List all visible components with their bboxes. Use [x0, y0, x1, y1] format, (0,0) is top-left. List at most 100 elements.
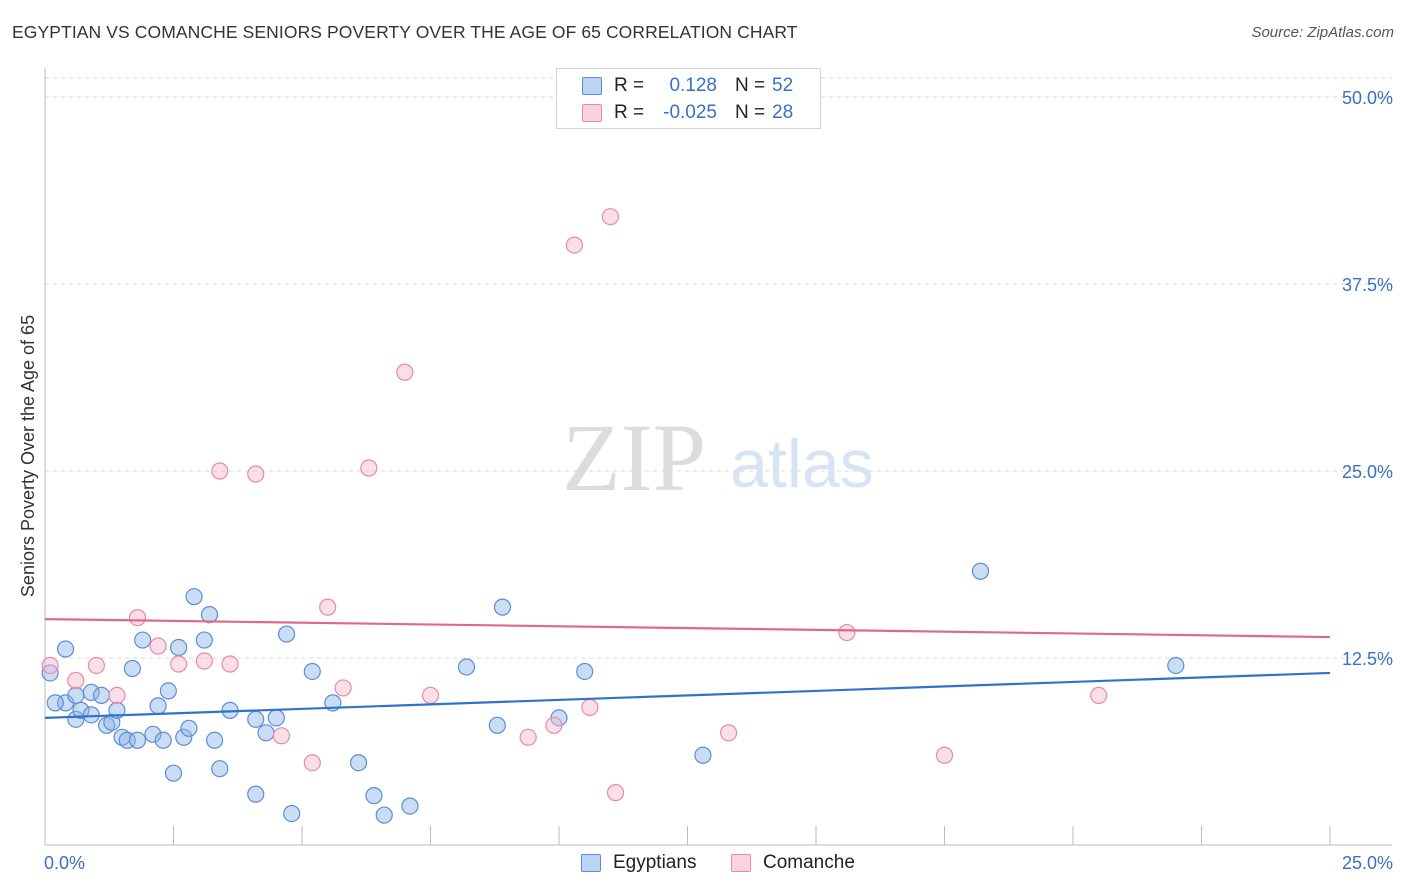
data-point-egyptians — [283, 804, 301, 823]
data-point-egyptians — [200, 606, 219, 624]
data-point-egyptians — [457, 658, 476, 676]
grid-lines — [45, 77, 1392, 659]
data-point-egyptians — [1167, 656, 1185, 675]
data-point-egyptians — [576, 662, 594, 681]
data-point-comanche — [108, 686, 126, 705]
data-point-egyptians — [149, 697, 167, 715]
data-point-egyptians — [72, 701, 90, 719]
comanche-legend-label: Comanche — [763, 852, 855, 873]
egyptians-swatch — [582, 77, 602, 95]
data-point-egyptians — [195, 631, 213, 649]
y-tick-label: 37.5% — [1342, 275, 1393, 295]
data-point-egyptians — [180, 719, 198, 737]
data-point-comanche — [319, 598, 337, 616]
data-point-comanche — [421, 686, 440, 705]
comanche-swatch — [582, 104, 602, 122]
r-label: R = — [614, 75, 645, 96]
data-point-comanche — [565, 236, 584, 254]
data-point-egyptians — [694, 746, 712, 764]
egyptians-legend-label: Egyptians — [613, 852, 697, 873]
data-point-comanche — [272, 727, 291, 745]
data-point-comanche — [1090, 686, 1108, 705]
data-point-egyptians — [170, 638, 188, 657]
r-value: -0.025 — [663, 102, 717, 123]
n-value: 52 — [772, 75, 794, 96]
data-point-comanche — [396, 363, 414, 381]
data-point-egyptians — [175, 728, 193, 746]
data-point-egyptians — [493, 598, 512, 616]
data-point-egyptians — [154, 731, 172, 749]
egyptians-points — [41, 562, 1185, 824]
data-point-comanche — [581, 698, 599, 716]
data-point-egyptians — [185, 588, 203, 606]
data-point-comanche — [149, 637, 167, 655]
data-point-egyptians — [247, 710, 265, 728]
source-label: Source: ZipAtlas.com — [1251, 24, 1394, 41]
data-point-egyptians — [211, 760, 229, 778]
data-point-egyptians — [82, 706, 100, 724]
data-point-egyptians — [67, 686, 85, 705]
data-point-egyptians — [257, 724, 275, 742]
data-point-comanche — [720, 724, 738, 742]
n-value: 28 — [772, 102, 794, 123]
trend-lines — [44, 618, 1331, 719]
data-point-egyptians — [365, 787, 383, 805]
series-legend: Egyptians Comanche — [0, 852, 1406, 878]
data-point-egyptians — [375, 806, 393, 824]
stats-legend: R = 0.128 N = 52 R = -0.025 N = 28 — [556, 68, 821, 129]
data-point-comanche — [170, 655, 188, 673]
y-axis-label: Seniors Poverty Over the Age of 65 — [18, 315, 38, 597]
data-points — [41, 208, 1185, 824]
data-point-egyptians — [488, 716, 506, 734]
data-point-egyptians — [164, 764, 183, 782]
data-point-comanche — [247, 465, 265, 483]
data-point-comanche — [67, 671, 85, 690]
data-point-comanche — [519, 728, 537, 746]
data-point-comanche — [87, 656, 106, 675]
axes — [44, 68, 1392, 846]
data-point-comanche — [601, 208, 620, 226]
data-point-comanche — [128, 609, 147, 627]
legend-row-comanche: R = -0.025 N = 28 — [557, 100, 820, 126]
r-label: R = — [614, 102, 645, 123]
x-tick-label: 0.0% — [44, 853, 85, 873]
data-point-egyptians — [46, 694, 64, 712]
watermark-zip: ZIP — [562, 404, 706, 511]
legend-row-egyptians: R = 0.128 N = 52 — [557, 73, 820, 99]
comanche-points — [41, 208, 1108, 802]
n-label: N = — [735, 75, 766, 96]
data-point-egyptians — [56, 640, 75, 658]
data-point-comanche — [303, 754, 321, 772]
y-tick-label: 25.0% — [1342, 462, 1393, 482]
data-point-egyptians — [206, 731, 224, 749]
data-point-comanche — [360, 459, 378, 477]
trend-line-egyptians — [44, 671, 1331, 719]
data-point-comanche — [221, 655, 239, 673]
data-point-egyptians — [267, 709, 285, 727]
data-point-egyptians — [401, 797, 419, 815]
data-point-comanche — [334, 679, 352, 697]
y-tick-label: 12.5% — [1342, 649, 1393, 669]
data-point-egyptians — [144, 725, 162, 743]
data-point-egyptians — [123, 659, 141, 678]
tick-labels: 12.5% 25.0% 37.5% 50.0% 0.0% 25.0% — [44, 88, 1393, 873]
data-point-comanche — [41, 656, 59, 675]
data-point-egyptians — [98, 716, 116, 734]
data-point-egyptians — [134, 631, 152, 649]
data-point-comanche — [606, 784, 625, 802]
data-point-comanche — [935, 746, 954, 764]
r-value: 0.128 — [669, 75, 717, 96]
data-point-egyptians — [247, 785, 265, 803]
watermark: ZIP atlas — [562, 404, 874, 511]
data-point-comanche — [195, 652, 213, 670]
chart-title: EGYPTIAN VS COMANCHE SENIORS POVERTY OVE… — [12, 22, 798, 42]
y-tick-label: 50.0% — [1342, 88, 1393, 108]
data-point-comanche — [838, 623, 856, 642]
data-point-egyptians — [303, 662, 321, 681]
data-point-egyptians — [82, 683, 100, 702]
comanche-legend-swatch — [731, 854, 751, 872]
data-point-egyptians — [349, 754, 368, 772]
x-tick-label: 25.0% — [1342, 853, 1393, 873]
data-point-comanche — [545, 716, 563, 734]
